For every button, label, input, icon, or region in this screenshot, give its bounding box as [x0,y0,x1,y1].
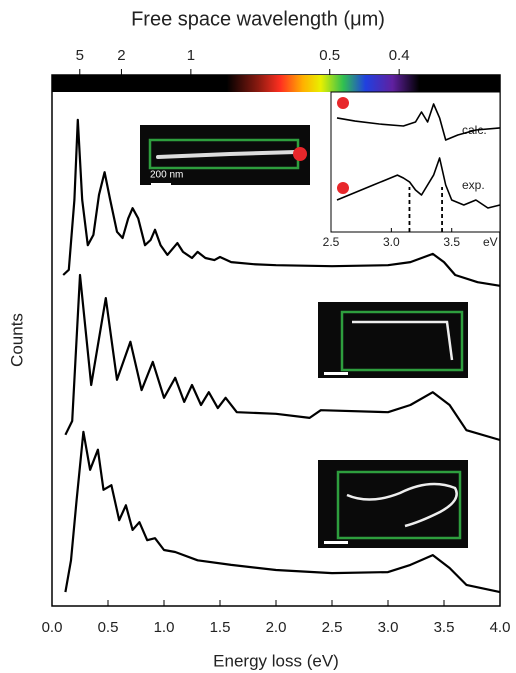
x-tick-label: 2.5 [322,619,343,636]
x-tick-label: 0.5 [98,619,119,636]
x2-tick-label: 0.4 [389,47,410,64]
x2-tick-label: 0.5 [319,47,340,64]
x-tick-label: 1.0 [154,619,175,636]
x-tick-label: 2.0 [266,619,287,636]
inset-x-label: eV [483,235,498,249]
x-tick-label: 3.5 [434,619,455,636]
y-axis-title: Counts [7,313,26,367]
x2-tick-label: 2 [117,47,125,64]
figure: Free space wavelength (μm) Energy loss (… [0,0,516,673]
x-tick-label: 0.0 [42,619,63,636]
top-axis-title: Free space wavelength (μm) [131,8,385,30]
x-tick-label: 3.0 [383,235,400,249]
inset-series-label: exp. [462,178,485,192]
x2-tick-label: 5 [76,47,84,64]
x-tick-label: 2.5 [323,235,340,249]
sem-image [318,302,468,378]
sem-image [318,460,468,548]
x-tick-label: 1.5 [210,619,231,636]
inset-frame [331,92,500,232]
marker-dot [337,182,349,194]
x-axis-title: Energy loss (eV) [213,651,339,670]
sem-image: 200 nm [140,125,310,186]
x-tick-label: 3.5 [443,235,460,249]
x-tick-label: 3.0 [378,619,399,636]
spectrum-bar [52,75,500,92]
marker-dot [337,97,349,109]
scale-bar-label: 200 nm [150,170,183,181]
x-tick-label: 4.0 [490,619,511,636]
x2-tick-label: 1 [187,47,195,64]
